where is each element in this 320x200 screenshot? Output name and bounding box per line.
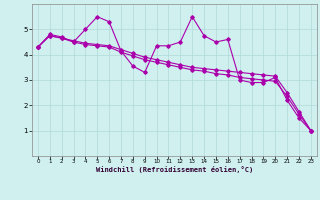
X-axis label: Windchill (Refroidissement éolien,°C): Windchill (Refroidissement éolien,°C)	[96, 166, 253, 173]
